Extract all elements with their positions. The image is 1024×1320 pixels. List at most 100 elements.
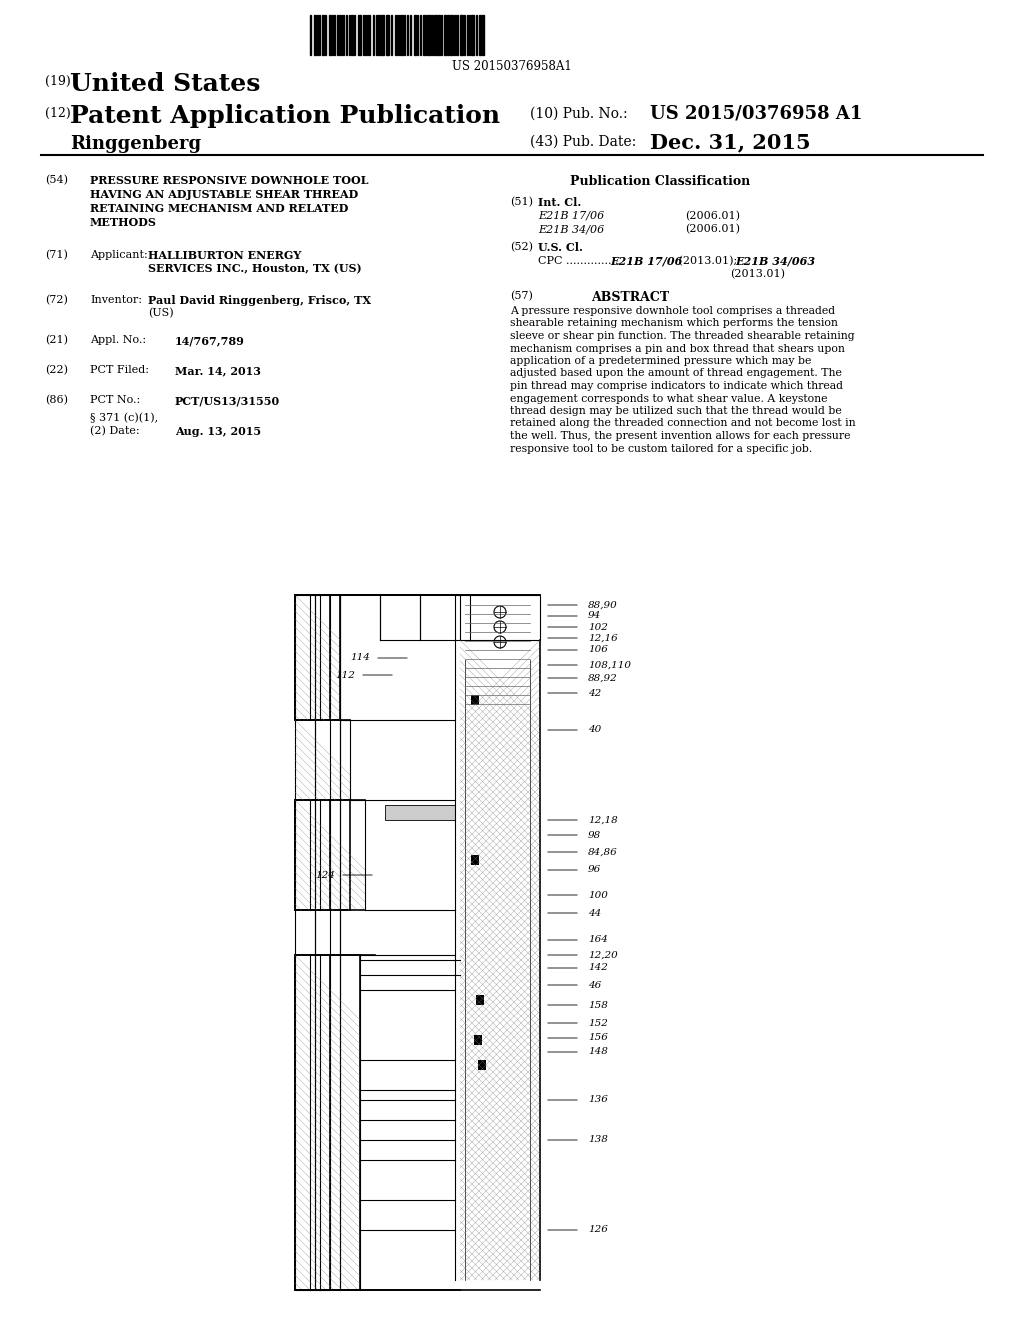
- Bar: [471, 696, 479, 705]
- Text: 108,110: 108,110: [588, 660, 631, 669]
- Text: HAVING AN ADJUSTABLE SHEAR THREAD: HAVING AN ADJUSTABLE SHEAR THREAD: [90, 189, 358, 201]
- Bar: [470, 15, 473, 55]
- Text: Aug. 13, 2015: Aug. 13, 2015: [175, 426, 261, 437]
- Text: 126: 126: [588, 1225, 608, 1234]
- Text: 158: 158: [588, 1001, 608, 1010]
- Bar: [427, 15, 429, 55]
- Text: 148: 148: [588, 1048, 608, 1056]
- Text: (72): (72): [45, 294, 68, 305]
- Text: (2013.01): (2013.01): [730, 269, 785, 280]
- Text: 142: 142: [588, 964, 608, 973]
- Bar: [460, 15, 463, 55]
- Bar: [339, 15, 340, 55]
- Text: ABSTRACT: ABSTRACT: [591, 290, 669, 304]
- Text: (43) Pub. Date:: (43) Pub. Date:: [530, 135, 636, 149]
- Text: 96: 96: [588, 866, 601, 874]
- Text: E21B 34/06: E21B 34/06: [538, 224, 604, 234]
- Bar: [378, 15, 380, 55]
- Bar: [295, 595, 340, 719]
- Text: (51): (51): [510, 197, 534, 207]
- Text: shearable retaining mechanism which performs the tension: shearable retaining mechanism which perf…: [510, 318, 838, 329]
- Text: 106: 106: [588, 645, 608, 655]
- Bar: [315, 595, 330, 1290]
- Text: (2013.01);: (2013.01);: [675, 256, 740, 267]
- Bar: [435, 15, 436, 55]
- Bar: [482, 15, 484, 55]
- Text: US 20150376958A1: US 20150376958A1: [453, 59, 571, 73]
- Text: Paul David Ringgenberg, Frisco, TX: Paul David Ringgenberg, Frisco, TX: [148, 294, 371, 306]
- Text: thread design may be utilized such that the thread would be: thread design may be utilized such that …: [510, 407, 842, 416]
- Text: (19): (19): [45, 75, 71, 88]
- Text: Dec. 31, 2015: Dec. 31, 2015: [650, 132, 811, 152]
- Text: 88,92: 88,92: [588, 673, 617, 682]
- Text: 94: 94: [588, 611, 601, 620]
- Text: 138: 138: [588, 1135, 608, 1144]
- Text: METHODS: METHODS: [90, 216, 157, 228]
- Text: the well. Thus, the present invention allows for each pressure: the well. Thus, the present invention al…: [510, 432, 851, 441]
- Bar: [478, 1060, 486, 1071]
- Bar: [475, 15, 477, 55]
- Bar: [443, 15, 445, 55]
- Text: (52): (52): [510, 242, 534, 252]
- Text: 114: 114: [350, 653, 370, 663]
- Bar: [351, 15, 352, 55]
- Bar: [476, 995, 484, 1005]
- Text: Inventor:: Inventor:: [90, 294, 142, 305]
- Text: Publication Classification: Publication Classification: [570, 176, 751, 187]
- Bar: [455, 595, 540, 640]
- Text: U.S. Cl.: U.S. Cl.: [538, 242, 583, 253]
- Text: Applicant:: Applicant:: [90, 249, 147, 260]
- Bar: [385, 15, 388, 55]
- Bar: [438, 15, 440, 55]
- Text: mechanism comprises a pin and box thread that shears upon: mechanism comprises a pin and box thread…: [510, 343, 845, 354]
- Text: (86): (86): [45, 395, 68, 405]
- Text: 156: 156: [588, 1034, 608, 1043]
- Text: 12,18: 12,18: [588, 816, 617, 825]
- Text: sleeve or shear pin function. The threaded shearable retaining: sleeve or shear pin function. The thread…: [510, 331, 855, 341]
- Bar: [357, 15, 360, 55]
- Bar: [295, 954, 360, 1290]
- Text: (2006.01): (2006.01): [685, 211, 740, 222]
- Bar: [348, 15, 350, 55]
- Text: 102: 102: [588, 623, 608, 631]
- Text: E21B 17/06: E21B 17/06: [610, 256, 682, 267]
- Text: (12): (12): [45, 107, 71, 120]
- Bar: [381, 15, 384, 55]
- Text: PCT/US13/31550: PCT/US13/31550: [175, 395, 281, 407]
- Text: 98: 98: [588, 830, 601, 840]
- Bar: [365, 15, 366, 55]
- Bar: [322, 15, 324, 55]
- Text: CPC ...............: CPC ...............: [538, 256, 622, 267]
- Text: engagement corresponds to what shear value. A keystone: engagement corresponds to what shear val…: [510, 393, 827, 404]
- Text: 100: 100: [588, 891, 608, 899]
- Text: (54): (54): [45, 176, 68, 185]
- Text: SERVICES INC., Houston, TX (US): SERVICES INC., Houston, TX (US): [148, 263, 361, 275]
- Bar: [474, 1035, 482, 1045]
- Text: 88,90: 88,90: [588, 601, 617, 610]
- Text: US 2015/0376958 A1: US 2015/0376958 A1: [650, 104, 862, 121]
- Text: E21B 34/063: E21B 34/063: [735, 256, 815, 267]
- Text: responsive tool to be custom tailored for a specific job.: responsive tool to be custom tailored fo…: [510, 444, 812, 454]
- Text: 12,20: 12,20: [588, 950, 617, 960]
- Text: § 371 (c)(1),: § 371 (c)(1),: [90, 413, 158, 424]
- Text: PCT Filed:: PCT Filed:: [90, 366, 150, 375]
- Bar: [295, 800, 350, 909]
- Text: A pressure responsive downhole tool comprises a threaded: A pressure responsive downhole tool comp…: [510, 306, 836, 315]
- Text: 112: 112: [335, 671, 355, 680]
- Text: (10) Pub. No.:: (10) Pub. No.:: [530, 107, 628, 121]
- Text: 152: 152: [588, 1019, 608, 1027]
- Bar: [390, 15, 392, 55]
- Text: 42: 42: [588, 689, 601, 697]
- Text: (71): (71): [45, 249, 68, 260]
- Text: United States: United States: [70, 73, 260, 96]
- Text: 84,86: 84,86: [588, 847, 617, 857]
- Bar: [401, 15, 403, 55]
- Text: Appl. No.:: Appl. No.:: [90, 335, 146, 345]
- Text: Ringgenberg: Ringgenberg: [70, 135, 201, 153]
- Text: 164: 164: [588, 936, 608, 945]
- Text: 46: 46: [588, 981, 601, 990]
- Text: 40: 40: [588, 726, 601, 734]
- Text: HALLIBURTON ENERGY: HALLIBURTON ENERGY: [148, 249, 301, 261]
- Text: adjusted based upon the amount of thread engagement. The: adjusted based upon the amount of thread…: [510, 368, 842, 379]
- Text: PCT No.:: PCT No.:: [90, 395, 140, 405]
